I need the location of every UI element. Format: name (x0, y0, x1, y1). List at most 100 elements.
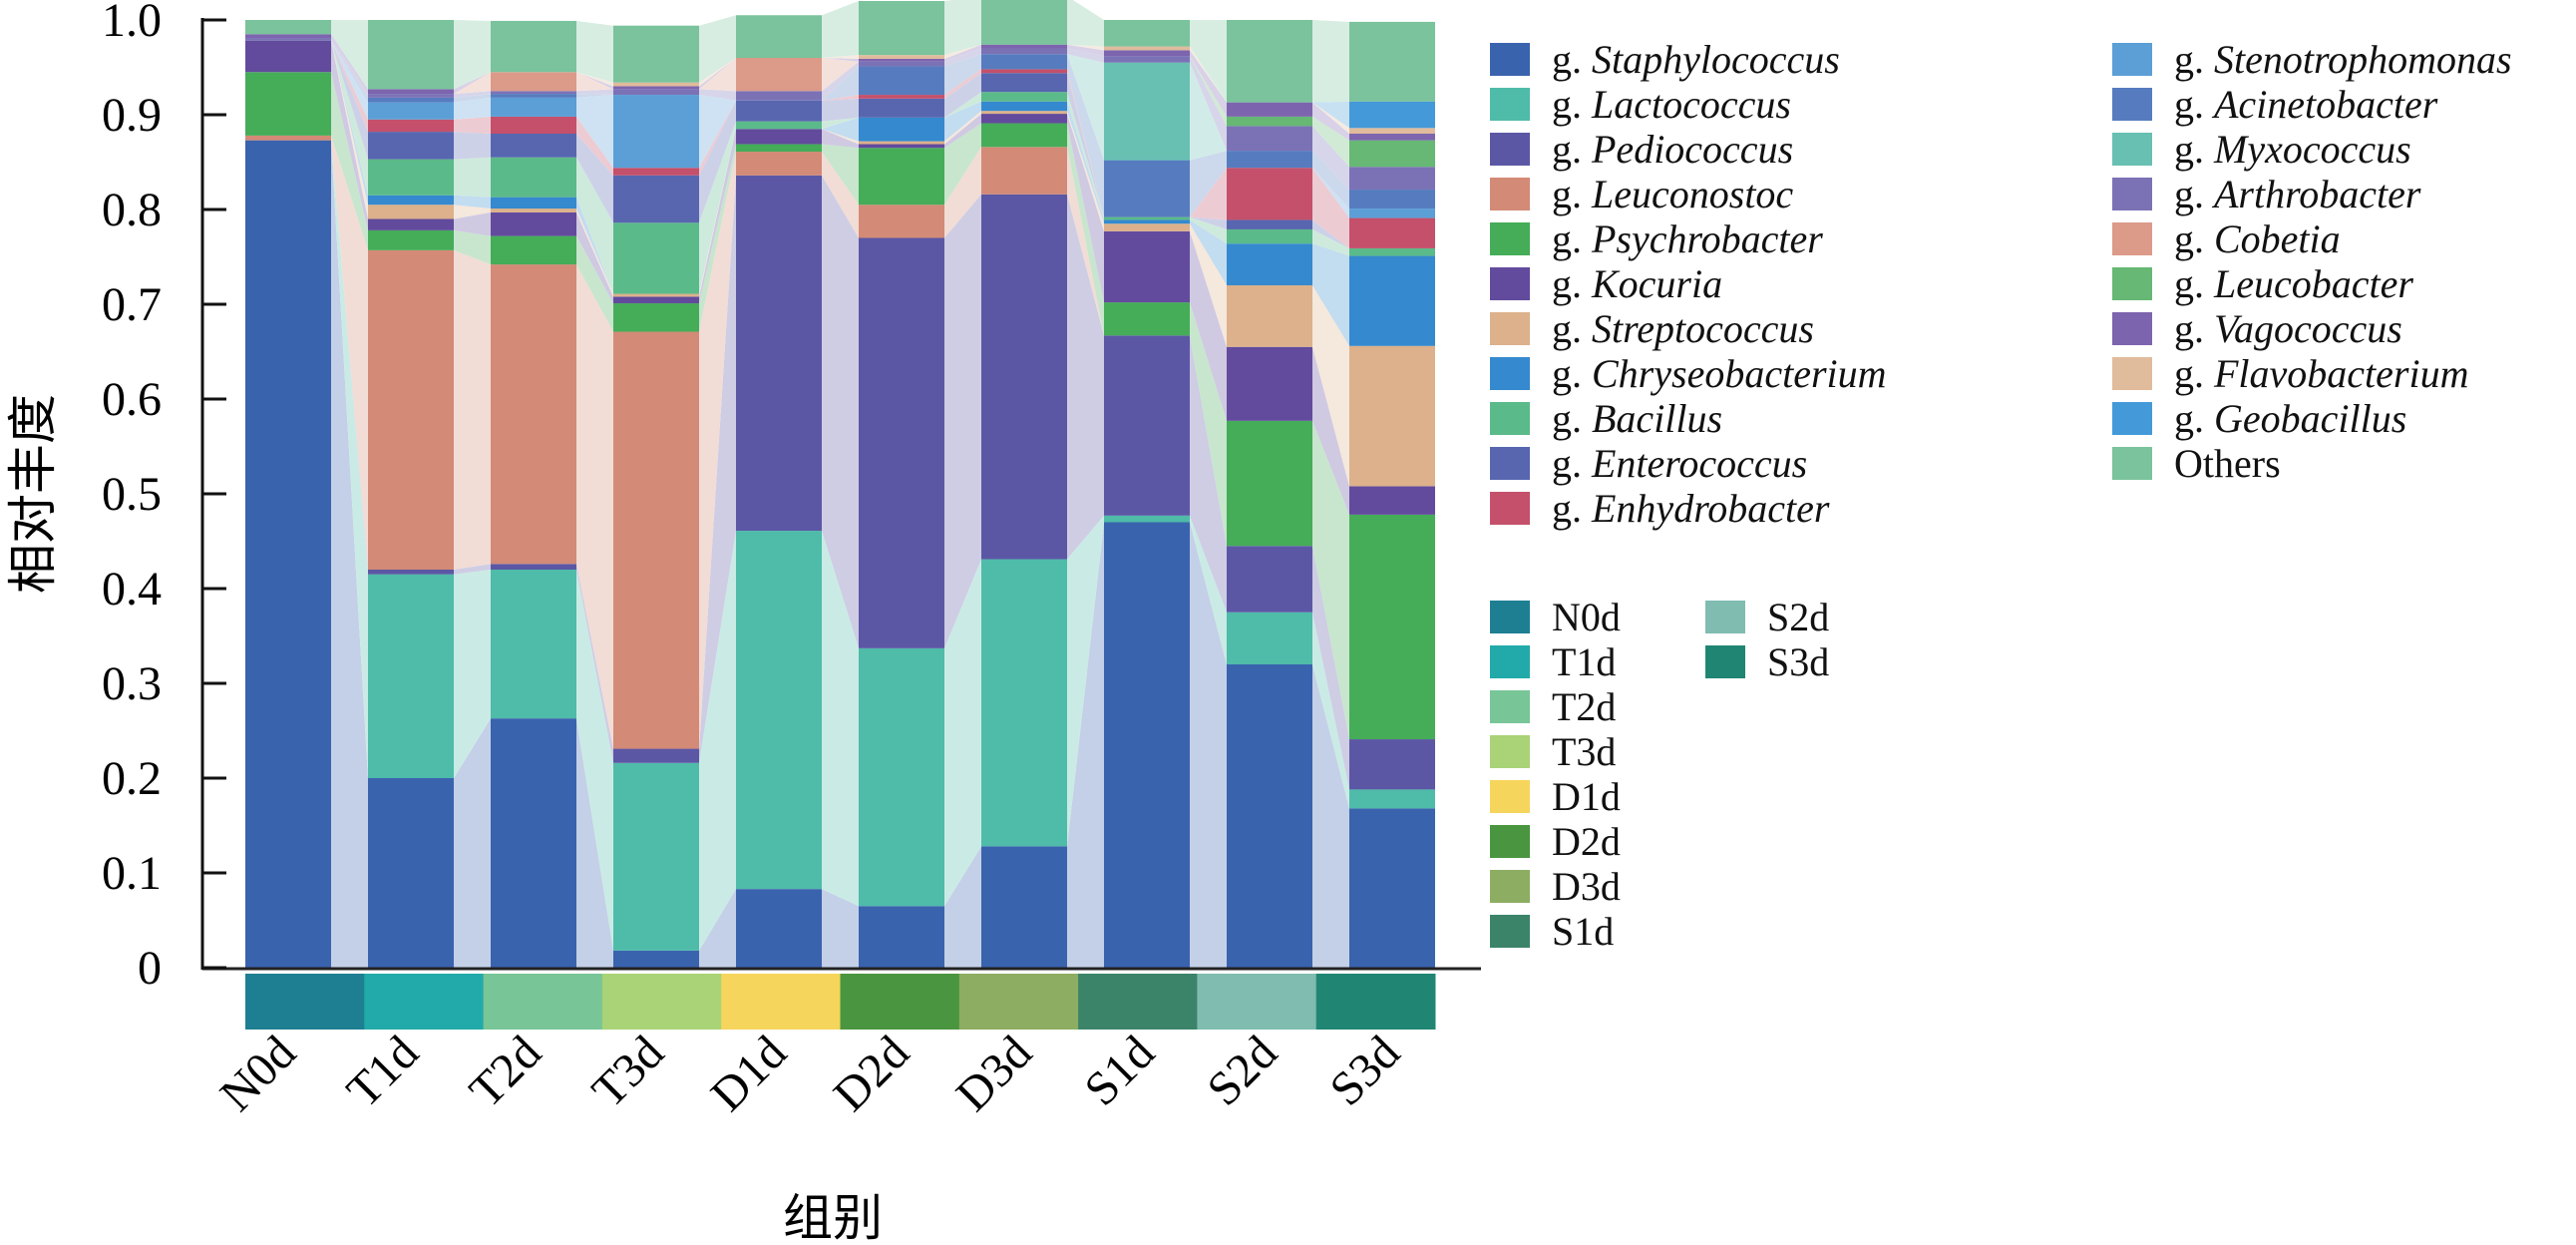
bar-segment (613, 293, 699, 297)
bar-segment (1349, 190, 1435, 209)
group-color-strip (245, 974, 1436, 1030)
y-tick-label: 0.1 (102, 847, 162, 900)
legend-label: S1d (1552, 909, 1615, 954)
legend-label: T3d (1552, 729, 1617, 774)
bar-segment (368, 20, 454, 90)
bar-segment (981, 114, 1067, 124)
bar-segment (1227, 285, 1312, 347)
group-cell-D1d (721, 974, 841, 1030)
flow-streptococcus (331, 40, 368, 219)
bar-segment (245, 140, 331, 968)
legend-label: N0d (1552, 595, 1621, 639)
flow-pediococcus (699, 175, 736, 763)
legend-label: Streptococcus (1592, 306, 1814, 351)
bar-segment (736, 91, 822, 101)
bar-segment (368, 218, 454, 230)
bar-segment (859, 205, 944, 238)
flow-pediococcus (1067, 194, 1104, 560)
legend-label: Vagococcus (2214, 306, 2402, 351)
group-cell-S3d (1315, 974, 1436, 1030)
legend-swatch (1490, 645, 1530, 678)
legend-label: D3d (1552, 864, 1621, 909)
flow-staphylococcus (822, 889, 859, 968)
legend-swatch (2112, 222, 2152, 255)
bar-D3d (981, 0, 1067, 968)
bar-segment (859, 906, 944, 968)
flow-lactococcus (1190, 515, 1227, 664)
legend-item-staphylococcus: g. Staphylococcus (1490, 37, 1887, 82)
x-tick-label: T1d (337, 1026, 429, 1117)
flow-myxococcus (1067, 54, 1104, 161)
flow-streptococcus (1312, 285, 1349, 487)
flow-leuconostoc (454, 249, 491, 570)
bar-segment (368, 205, 454, 219)
flow-streptococcus (944, 111, 981, 145)
legend-label: Bacillus (1592, 396, 1723, 441)
bar-segment (368, 778, 454, 968)
legend-group-S3d: S3d (1705, 639, 1829, 684)
flow-bacillus (1312, 228, 1349, 256)
legend-swatch (1705, 601, 1745, 633)
bar-segment (1104, 219, 1190, 224)
flow-others (822, 1, 859, 58)
legend-label: D2d (1552, 819, 1621, 864)
bar-segment (736, 175, 822, 532)
flow-kocuria (822, 129, 859, 149)
bar-segment (245, 34, 331, 39)
legend-item-leuconostoc: g. Leuconostoc (1490, 172, 1887, 216)
flow-flavobacterium (699, 58, 736, 87)
bar-segment (613, 331, 699, 749)
bar-segment (1104, 230, 1190, 303)
bar-segment (1349, 514, 1435, 740)
flow-chryseobacterium (1190, 219, 1227, 285)
bar-segment (1349, 21, 1435, 102)
flow-arthrobacter (1312, 126, 1349, 191)
flow-arthrobacter (699, 89, 736, 101)
flow-psychrobacter (1312, 420, 1349, 740)
bar-segment (859, 58, 944, 62)
legend-swatch (2112, 133, 2152, 166)
group-cell-N0d (245, 974, 365, 1030)
legend-label: Leuconostoc (1592, 172, 1794, 216)
legend-label: T2d (1552, 684, 1617, 729)
bar-segment (1104, 522, 1190, 968)
bar-T2d (491, 20, 576, 968)
bar-segment (245, 135, 331, 141)
legend-label: Acinetobacter (2214, 82, 2438, 127)
flow-others (576, 20, 613, 83)
bar-segment (736, 129, 822, 145)
flow-bacillus (1067, 92, 1104, 220)
legend-swatch (1490, 133, 1530, 166)
legend-prefix: g. (1552, 261, 1592, 306)
bar-segment (613, 762, 699, 951)
legend-prefix: g. (1552, 82, 1592, 127)
group-cell-T3d (601, 974, 722, 1030)
bar-segment (1349, 128, 1435, 134)
bar-segment (1227, 243, 1312, 285)
flow-leucobacter (1190, 56, 1227, 127)
legend-group-T3d: T3d (1490, 729, 1621, 774)
legend-label: Kocuria (1592, 261, 1723, 306)
flow-staphylococcus (576, 718, 613, 968)
flow-acinetobacter (1190, 151, 1227, 217)
bar-segment (1227, 20, 1312, 103)
bar-segment (1349, 247, 1435, 256)
flow-pediococcus (822, 175, 859, 648)
group-cell-T1d (364, 974, 485, 1030)
bar-segment (1227, 219, 1312, 229)
legend-item-cobetia: g. Cobetia (2112, 216, 2512, 261)
bar-segment (491, 94, 576, 98)
legend-label: Lactococcus (1592, 82, 1791, 127)
x-tick-labels: N0d T1d T2d T3d D1d D2d D3d S1d S2d S3d (210, 1026, 1410, 1121)
legend-swatch (1490, 88, 1530, 121)
bar-segment (613, 950, 699, 968)
flow-pediococcus (331, 140, 368, 575)
legend-item-acinetobacter: g. Acinetobacter (2112, 82, 2512, 127)
legend-group-D3d: D3d (1490, 864, 1621, 909)
flow-pediococcus (1312, 546, 1349, 790)
bar-segment (736, 531, 822, 890)
flow-streptococcus (454, 205, 491, 219)
x-tick-label: S2d (1197, 1026, 1287, 1115)
flow-geobacillus (1312, 101, 1349, 129)
bar-segment (981, 54, 1067, 70)
